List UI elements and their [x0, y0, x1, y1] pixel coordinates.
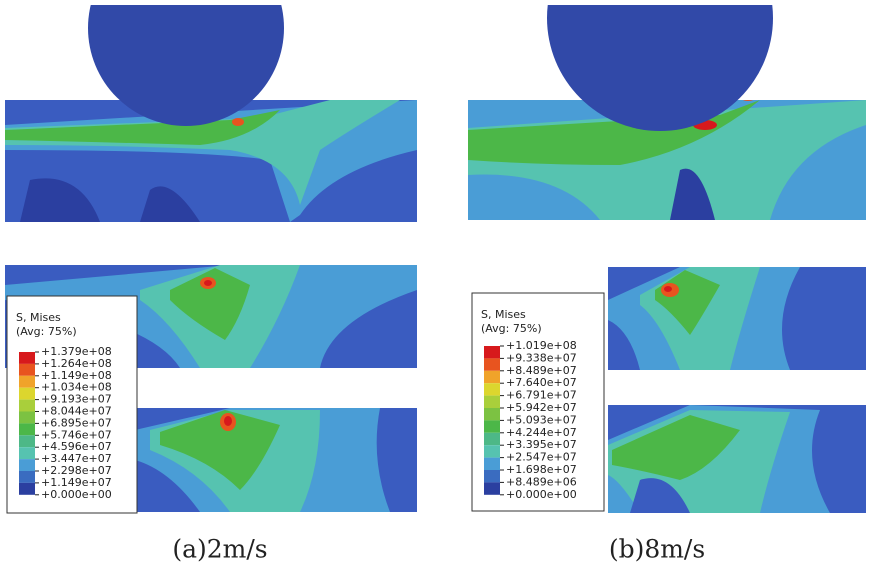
legend-label: +5.942e+07	[506, 401, 577, 414]
legend-label: +8.044e+07	[41, 405, 112, 418]
legend-swatch	[19, 363, 35, 376]
legend-label: +3.395e+07	[506, 438, 577, 451]
legend-label: +7.640e+07	[506, 376, 577, 389]
legend-swatch	[484, 445, 500, 458]
legend-label: +5.746e+07	[41, 428, 112, 441]
legend-swatch	[19, 375, 35, 388]
legend-subtitle: (Avg: 75%)	[16, 325, 77, 338]
legend-label: +0.000e+00	[506, 488, 577, 501]
legend-label: +3.447e+07	[41, 452, 112, 465]
caption: (a)2m/s	[172, 535, 267, 564]
legend-swatch	[19, 387, 35, 400]
legend-label: +0.000e+00	[41, 488, 112, 501]
legend-swatch	[484, 470, 500, 483]
contour-plot	[135, 408, 417, 512]
legend-label: +6.895e+07	[41, 416, 112, 429]
legend-swatch	[484, 358, 500, 371]
legend-label: +4.596e+07	[41, 440, 112, 453]
legend-label: +9.193e+07	[41, 393, 112, 406]
legend-swatch	[484, 383, 500, 396]
legend-label: +1.698e+07	[506, 463, 577, 476]
legend-swatch	[19, 411, 35, 424]
legend-label: +4.244e+07	[506, 426, 577, 439]
legend-label: +8.489e+07	[506, 364, 577, 377]
legend-swatch	[484, 408, 500, 421]
legend-swatch	[19, 482, 35, 495]
legend-label: +8.489e+06	[506, 475, 577, 488]
legend-swatch	[484, 457, 500, 470]
caption: (b)8m/s	[609, 535, 705, 564]
legend-swatch	[484, 370, 500, 384]
legend-label: +1.019e+08	[506, 339, 577, 352]
contour-plot	[608, 405, 866, 513]
legend-swatch	[19, 447, 35, 460]
legend-swatch	[484, 482, 500, 495]
legend-swatch	[19, 459, 35, 471]
legend-label: +2.298e+07	[41, 464, 112, 477]
legend-swatch	[484, 420, 500, 433]
legend-subtitle: (Avg: 75%)	[481, 322, 542, 335]
legend-swatch	[19, 399, 35, 412]
legend-swatch	[484, 432, 500, 446]
legend-swatch	[484, 395, 500, 408]
ball	[547, 5, 773, 131]
legend-label: +1.379e+08	[41, 345, 112, 358]
legend-label: +1.264e+08	[41, 357, 112, 370]
legend-title: S, Mises	[16, 311, 61, 324]
legend-swatch	[19, 352, 35, 364]
legend-label: +1.149e+07	[41, 476, 112, 489]
legend-label: +5.093e+07	[506, 413, 577, 426]
legend-swatch	[19, 423, 35, 436]
legend-swatch	[484, 346, 500, 359]
legend-label: +9.338e+07	[506, 351, 577, 364]
legend-label: +1.034e+08	[41, 381, 112, 394]
legend-label: +6.791e+07	[506, 389, 577, 402]
legend-swatch	[19, 471, 35, 483]
ball	[88, 5, 284, 126]
legend-swatch	[19, 435, 35, 448]
legend-label: +1.149e+08	[41, 369, 112, 382]
contour-plot	[608, 267, 866, 370]
legend-title: S, Mises	[481, 308, 526, 321]
legend-label: +2.547e+07	[506, 451, 577, 464]
